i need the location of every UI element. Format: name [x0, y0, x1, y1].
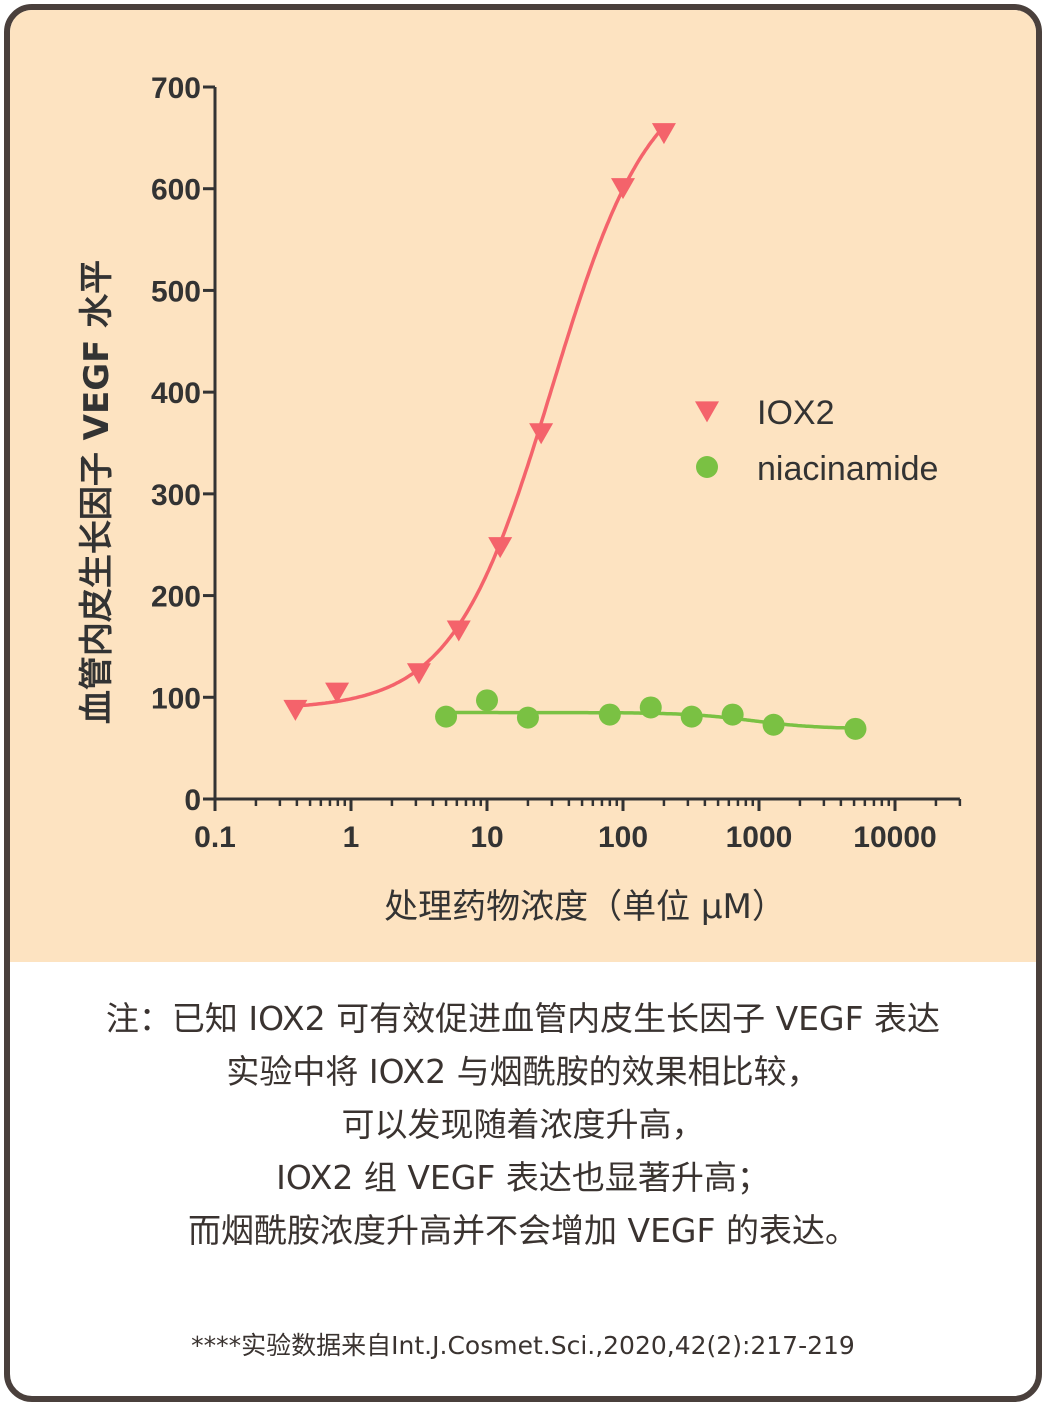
iox2-point	[446, 620, 471, 642]
y-tick-label: 200	[151, 581, 201, 614]
x-tick-label: 10000	[853, 821, 936, 854]
niacinamide-point	[721, 703, 744, 726]
niacinamide-point	[598, 703, 621, 726]
x-axis-label: 处理药物浓度（单位 μM）	[384, 887, 786, 927]
x-tick-label: 100	[598, 821, 648, 854]
niacinamide-point	[844, 717, 867, 740]
legend-niacinamide-label: niacinamide	[757, 450, 938, 488]
legend-iox2-marker	[695, 401, 719, 423]
iox2-fit-curve	[295, 125, 666, 708]
note-line: 可以发现随着浓度升高，	[341, 1105, 705, 1144]
note-line: 注：已知 IOX2 可有效促进血管内皮生长因子 VEGF 表达	[105, 999, 941, 1038]
y-tick-label: 700	[151, 72, 201, 105]
niacinamide-point	[516, 706, 539, 729]
niacinamide-point	[639, 696, 662, 719]
vegf-chart: 0 100 200 300 400 500 600 700 0.1 1 10 100 1000 10000…	[77, 72, 962, 927]
iox2-point	[488, 537, 513, 559]
iox2-point	[325, 682, 350, 704]
niacinamide-point	[680, 705, 703, 728]
y-tick-label: 400	[151, 377, 201, 410]
niacinamide-point	[762, 713, 785, 736]
legend-iox2-label: IOX2	[757, 394, 834, 432]
note-line: 实验中将 IOX2 与烟酰胺的效果相比较，	[226, 1052, 820, 1091]
y-tick-label: 0	[184, 784, 201, 817]
iox2-point	[406, 663, 431, 685]
note-line: IOX2 组 VEGF 表达也显著升高；	[276, 1158, 770, 1197]
iox2-point	[651, 123, 676, 145]
x-tick-label: 1000	[726, 821, 793, 854]
niacinamide-point	[435, 705, 458, 728]
card-frame: 0 100 200 300 400 500 600 700 0.1 1 10 100 1000 10000…	[4, 4, 1042, 1402]
niacinamide-point	[476, 689, 498, 712]
source-citation: ****实验数据来自Int.J.Cosmet.Sci.,2020,42(2):2…	[191, 1331, 855, 1360]
iox2-point	[611, 178, 635, 200]
y-tick-label: 500	[151, 275, 201, 308]
iox2-point	[283, 699, 308, 721]
y-tick-label: 600	[151, 174, 201, 207]
y-tick-label: 100	[151, 682, 201, 715]
note-line: 而烟酰胺浓度升高并不会增加 VEGF 的表达。	[188, 1211, 858, 1250]
note-text: 注：已知 IOX2 可有效促进血管内皮生长因子 VEGF 表达 实验中将 IOX…	[10, 992, 1036, 1257]
iox2-point	[529, 423, 554, 445]
legend-niacinamide-marker	[696, 456, 718, 478]
x-tick-label: 0.1	[194, 821, 236, 854]
x-tick-label: 1	[343, 821, 360, 854]
x-tick-label: 10	[470, 821, 503, 854]
y-axis-label: 血管内皮生长因子 VEGF 水平	[77, 260, 117, 724]
y-tick-label: 300	[151, 479, 201, 512]
